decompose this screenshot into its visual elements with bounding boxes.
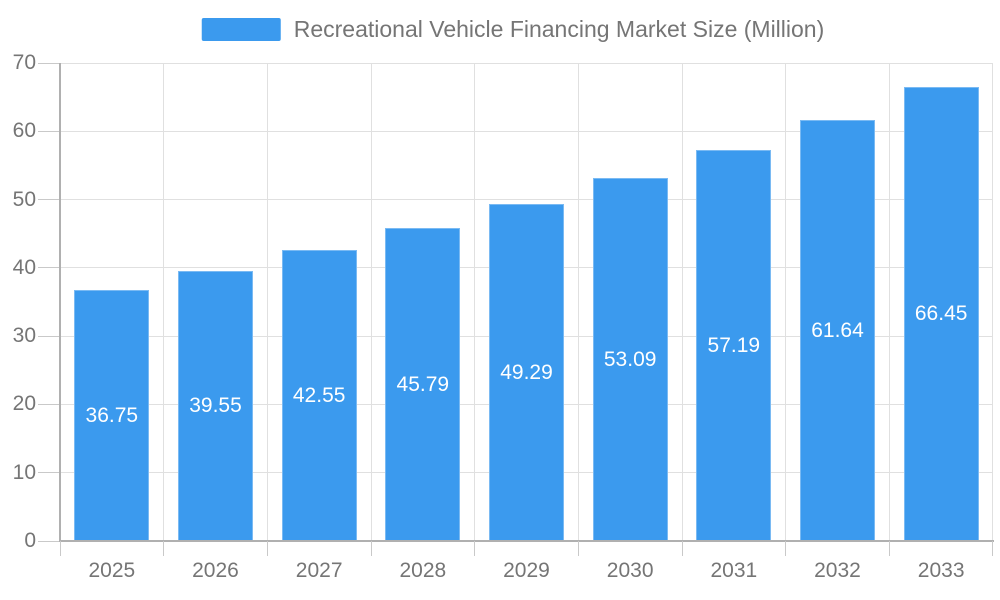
- bar-value-label: 45.79: [396, 372, 450, 396]
- plot-right-border: [992, 63, 993, 541]
- y-axis-label: 50: [12, 187, 36, 211]
- gridline-vertical: [785, 63, 787, 541]
- bar-value-label: 57.19: [707, 333, 761, 357]
- y-axis-tick: [38, 540, 60, 542]
- gridline-horizontal: [60, 63, 993, 64]
- bar-value-label: 42.55: [292, 383, 346, 407]
- x-axis-label: 2026: [192, 559, 239, 582]
- bar-value-label: 36.75: [85, 403, 139, 427]
- gridline-vertical: [888, 63, 890, 541]
- bar-2033[interactable]: 66.45: [903, 87, 979, 541]
- y-axis-tick: [38, 335, 60, 337]
- bar-value-label: 39.55: [189, 393, 242, 417]
- bar-2025[interactable]: 36.75: [74, 290, 150, 541]
- x-axis-tick: [266, 541, 268, 556]
- bar-value-label: 61.64: [811, 318, 864, 342]
- x-axis-tick: [163, 541, 165, 556]
- x-axis-tick: [785, 541, 787, 556]
- y-axis-label: 0: [24, 529, 36, 552]
- gridline-vertical: [266, 63, 268, 541]
- y-axis-label: 60: [12, 119, 36, 143]
- bar-2029[interactable]: 49.29: [489, 204, 564, 541]
- y-axis-label: 40: [12, 255, 36, 279]
- y-axis-label: 30: [12, 324, 36, 348]
- x-axis-label: 2027: [295, 559, 343, 582]
- legend-swatch: [201, 18, 281, 41]
- plot-area: 0 10 20 30 40 50 60 70 36.75 2025 39.55 2026 42.55 20…: [13, 51, 994, 582]
- x-axis-tick: [991, 541, 993, 556]
- x-axis-line: [59, 540, 994, 542]
- y-axis-tick: [38, 472, 60, 474]
- y-axis-label: 10: [12, 460, 36, 484]
- gridline-horizontal: [60, 130, 993, 132]
- bar-value-label: 49.29: [500, 360, 553, 384]
- y-axis-tick: [38, 63, 60, 64]
- y-axis-tick: [38, 267, 60, 269]
- gridline-vertical: [163, 63, 165, 541]
- bar-2027[interactable]: 42.55: [281, 250, 357, 541]
- x-axis-label: 2031: [710, 559, 758, 582]
- x-axis-tick: [59, 541, 61, 556]
- legend[interactable]: Recreational Vehicle Financing Market Si…: [201, 16, 825, 43]
- bar-2030[interactable]: 53.09: [592, 178, 668, 541]
- bar-2032[interactable]: 61.64: [800, 120, 875, 541]
- y-axis-line: [59, 63, 61, 541]
- bar-2031[interactable]: 57.19: [696, 150, 772, 541]
- x-axis-tick: [888, 541, 890, 556]
- x-axis-tick: [370, 541, 372, 556]
- x-axis-label: 2032: [814, 559, 861, 582]
- gridline-vertical: [474, 63, 476, 541]
- y-axis-label: 20: [12, 392, 36, 416]
- gridline-horizontal: [60, 199, 993, 201]
- legend-label: Recreational Vehicle Financing Market Si…: [293, 16, 825, 42]
- y-axis-tick: [38, 130, 60, 132]
- bar-value-label: 66.45: [914, 302, 968, 326]
- y-axis-tick: [38, 199, 60, 201]
- gridline-vertical: [370, 63, 372, 541]
- y-axis-label: 70: [12, 51, 36, 74]
- x-axis-label: 2028: [399, 559, 447, 582]
- bar-2026[interactable]: 39.55: [178, 270, 253, 541]
- x-axis-tick: [681, 541, 683, 556]
- x-axis-tick: [577, 541, 579, 556]
- x-axis-label: 2029: [503, 559, 550, 582]
- x-axis-label: 2030: [606, 559, 654, 582]
- x-axis-tick: [474, 541, 476, 556]
- gridline-vertical: [681, 63, 683, 541]
- gridline-vertical: [577, 63, 579, 541]
- x-axis-label: 2033: [917, 559, 965, 582]
- y-axis-tick: [38, 403, 60, 405]
- bar-2028[interactable]: 45.79: [385, 228, 461, 541]
- x-axis-label: 2025: [88, 559, 136, 582]
- bar-value-label: 53.09: [603, 347, 657, 371]
